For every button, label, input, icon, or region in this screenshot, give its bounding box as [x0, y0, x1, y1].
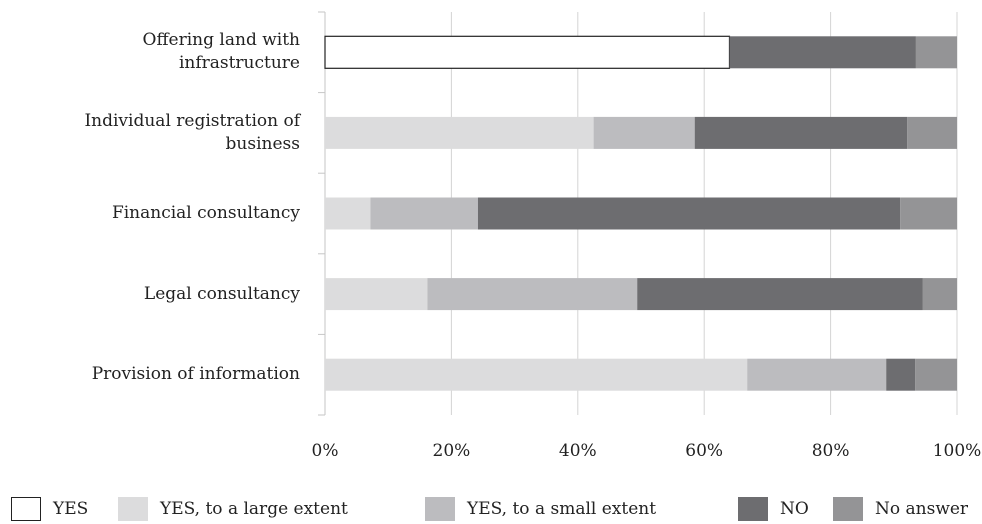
bar-segment [427, 278, 638, 311]
x-tick-label: 80% [812, 441, 850, 461]
bar-segment [325, 116, 594, 149]
bar-segment [747, 358, 887, 391]
legend-item: YES, to a large extent [118, 496, 348, 522]
legend-label: YES, to a small extent [467, 499, 657, 519]
category-label-line: Individual registration of [84, 110, 300, 131]
category-label: Individual registration of business [0, 110, 300, 156]
category-label-line: Legal consultancy [143, 283, 300, 304]
bar-segment [370, 197, 478, 230]
bar-segment [915, 358, 957, 391]
legend-swatch [11, 497, 41, 521]
bar-segment [593, 116, 695, 149]
bar-segment [907, 116, 957, 149]
category-label-line: infrastructure [178, 53, 300, 74]
legend-swatch [738, 497, 768, 521]
bar-segment [886, 358, 916, 391]
category-label-line: Provision of information [91, 364, 300, 385]
legend-swatch [833, 497, 863, 521]
x-tick-label: 60% [685, 441, 723, 461]
legend-label: No answer [875, 499, 969, 519]
bar-segment [325, 358, 748, 391]
legend-item: YES, to a small extent [425, 496, 656, 522]
bar-segment [324, 35, 731, 69]
bar-segment [477, 197, 901, 230]
legend-label: NO [780, 499, 809, 519]
category-label-line: Financial consultancy [111, 203, 300, 223]
x-tick-label: 100% [933, 441, 982, 461]
legend-item: No answer [833, 496, 968, 522]
legend-label: YES, to a large extent [160, 499, 348, 519]
category-label: Offering land with infrastructure [0, 29, 300, 75]
bar-segment [325, 197, 371, 230]
category-label-line: Offering land with [142, 30, 300, 51]
bar-segment [694, 116, 908, 149]
bar-segment [325, 278, 428, 311]
bar-segment [922, 278, 957, 311]
bar-segment [729, 36, 916, 69]
legend-item: YES [11, 496, 88, 522]
bar-segment [637, 278, 923, 311]
legend-item: NO [738, 496, 809, 522]
legend: YES YES, to a large extent YES, to a small… [0, 496, 982, 524]
x-tick-label: 0% [312, 441, 339, 461]
legend-swatch [118, 497, 148, 521]
category-label: Provision of information [0, 363, 300, 386]
bar-segment [900, 197, 957, 230]
x-tick-label: 20% [433, 441, 471, 461]
legend-swatch [425, 497, 455, 521]
category-label-line: business [225, 133, 300, 154]
bar-segment [915, 36, 957, 69]
category-label: Legal consultancy [0, 283, 300, 306]
category-label: Financial consultancy [0, 202, 300, 225]
legend-label: YES [53, 499, 89, 519]
x-tick-label: 40% [559, 441, 597, 461]
